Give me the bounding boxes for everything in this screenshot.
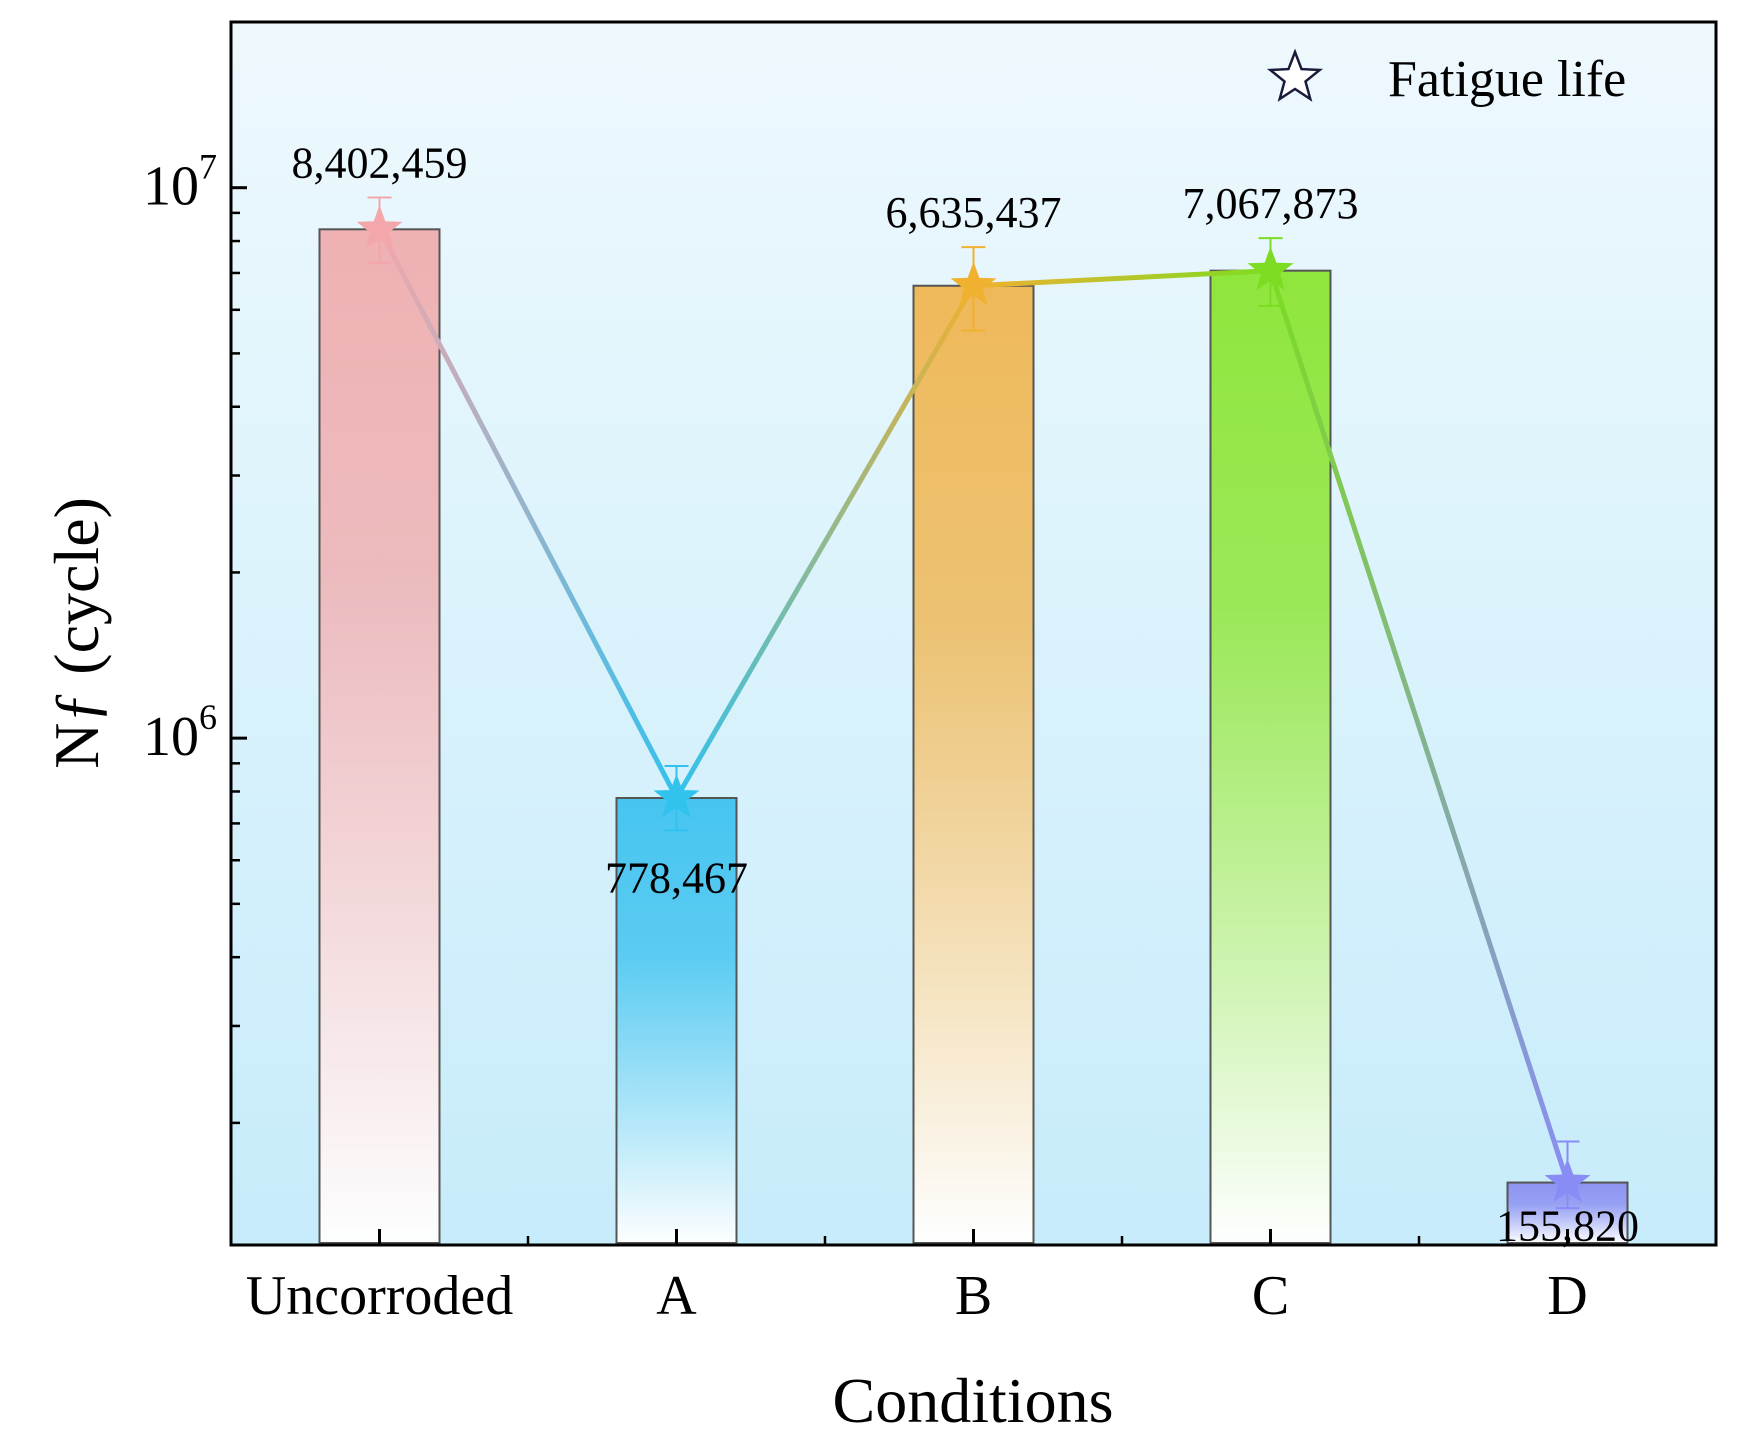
x-axis-title: Conditions	[833, 1365, 1114, 1436]
x-tick-label: B	[955, 1265, 992, 1327]
y-axis-title: Nƒ (cycle)	[41, 497, 112, 769]
y-tick-label: 107	[143, 147, 217, 218]
legend-star-icon	[1266, 48, 1324, 102]
x-tick-label: C	[1252, 1265, 1289, 1327]
star-marker	[1544, 1158, 1591, 1203]
star-marker	[356, 205, 403, 249]
bar-b	[912, 284, 1035, 1244]
x-tick-label: Uncorroded	[246, 1265, 513, 1327]
data-label: 6,635,437	[886, 188, 1062, 237]
star-marker	[950, 261, 997, 306]
data-label: 7,067,873	[1183, 179, 1359, 228]
bar-c	[1209, 269, 1332, 1244]
legend: Fatigue life	[1228, 48, 1626, 108]
y-tick-label: 106	[143, 697, 217, 768]
legend-label: Fatigue life	[1388, 51, 1626, 108]
bars	[318, 228, 1629, 1245]
star-markers	[356, 205, 1591, 1203]
star-marker	[653, 773, 700, 818]
data-label: 778,467	[605, 853, 748, 902]
star-marker	[1247, 246, 1294, 291]
x-tick-label: A	[656, 1265, 697, 1327]
axes: Uncorroded A B C D 106 107	[143, 147, 1588, 1327]
data-label: 8,402,459	[292, 138, 468, 187]
x-tick-label: D	[1547, 1265, 1587, 1327]
bar-uncorroded	[318, 228, 441, 1244]
